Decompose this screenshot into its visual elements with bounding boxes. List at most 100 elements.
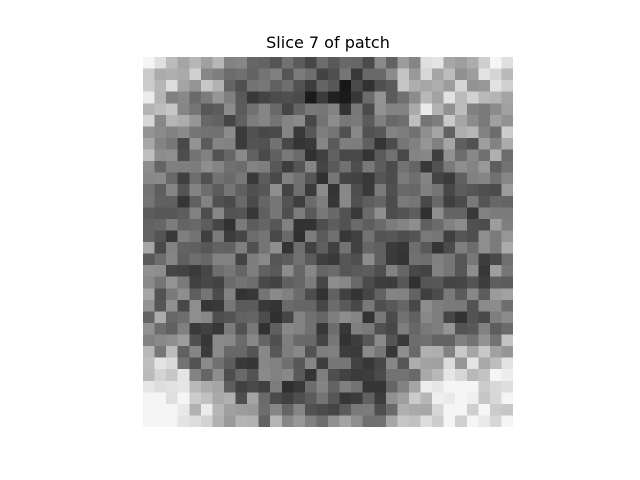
patch-pixel bbox=[432, 322, 444, 335]
patch-pixel bbox=[247, 149, 259, 162]
patch-pixel bbox=[293, 184, 306, 196]
patch-pixel bbox=[154, 357, 167, 370]
patch-pixel bbox=[385, 299, 398, 312]
patch-pixel bbox=[189, 380, 202, 393]
patch-pixel bbox=[166, 149, 178, 162]
patch-pixel bbox=[223, 334, 236, 347]
patch-pixel bbox=[339, 403, 352, 416]
patch-pixel bbox=[501, 311, 513, 324]
patch-pixel bbox=[443, 80, 456, 92]
patch-pixel bbox=[316, 242, 329, 254]
patch-pixel bbox=[420, 357, 433, 370]
patch-pixel bbox=[351, 276, 363, 289]
patch-pixel bbox=[351, 126, 363, 139]
patch-pixel bbox=[466, 103, 479, 116]
patch-pixel bbox=[443, 126, 456, 139]
patch-pixel bbox=[501, 218, 513, 231]
patch-pixel bbox=[466, 369, 479, 381]
patch-pixel bbox=[489, 346, 502, 358]
patch-pixel bbox=[293, 207, 306, 220]
patch-pixel bbox=[212, 415, 225, 427]
patch-image bbox=[143, 57, 513, 427]
patch-pixel bbox=[385, 126, 398, 139]
patch-pixel bbox=[177, 403, 190, 416]
patch-pixel bbox=[351, 172, 363, 185]
patch-pixel bbox=[501, 103, 513, 116]
patch-pixel bbox=[408, 149, 421, 162]
patch-pixel bbox=[154, 276, 167, 289]
patch-pixel bbox=[166, 357, 178, 370]
patch-pixel bbox=[316, 149, 329, 162]
patch-pixel bbox=[293, 253, 306, 266]
patch-pixel bbox=[501, 265, 513, 277]
patch-pixel bbox=[455, 126, 467, 139]
patch-pixel bbox=[223, 91, 236, 104]
patch-pixel bbox=[478, 357, 491, 370]
patch-pixel bbox=[489, 403, 502, 416]
patch-pixel bbox=[501, 253, 513, 266]
patch-pixel bbox=[223, 392, 236, 405]
patch-pixel bbox=[501, 322, 513, 335]
patch-pixel bbox=[443, 114, 456, 127]
patch-pixel bbox=[270, 265, 282, 277]
patch-pixel bbox=[432, 253, 444, 266]
patch-pixel bbox=[466, 265, 479, 277]
patch-pixel bbox=[316, 114, 329, 127]
patch-pixel bbox=[432, 299, 444, 312]
patch-pixel bbox=[397, 334, 410, 347]
patch-pixel bbox=[316, 195, 329, 208]
patch-pixel bbox=[212, 126, 225, 139]
patch-pixel bbox=[455, 288, 467, 301]
patch-pixel bbox=[281, 392, 294, 405]
patch-pixel bbox=[351, 380, 363, 393]
patch-pixel bbox=[270, 195, 282, 208]
patch-pixel bbox=[177, 276, 190, 289]
patch-pixel bbox=[166, 137, 178, 150]
patch-pixel bbox=[432, 57, 444, 69]
patch-pixel bbox=[270, 80, 282, 92]
patch-pixel bbox=[489, 299, 502, 312]
patch-pixel bbox=[143, 184, 155, 196]
patch-pixel bbox=[177, 242, 190, 254]
patch-pixel bbox=[351, 415, 363, 427]
patch-pixel bbox=[247, 299, 259, 312]
patch-pixel bbox=[455, 392, 467, 405]
patch-pixel bbox=[501, 346, 513, 358]
patch-pixel bbox=[166, 184, 178, 196]
patch-pixel bbox=[270, 161, 282, 173]
patch-pixel bbox=[154, 346, 167, 358]
patch-pixel bbox=[258, 57, 271, 69]
patch-pixel bbox=[501, 380, 513, 393]
patch-pixel bbox=[235, 126, 248, 139]
patch-pixel bbox=[420, 57, 433, 69]
patch-pixel bbox=[362, 380, 375, 393]
patch-pixel bbox=[362, 91, 375, 104]
patch-pixel bbox=[478, 288, 491, 301]
patch-pixel bbox=[432, 392, 444, 405]
patch-pixel bbox=[489, 207, 502, 220]
patch-pixel bbox=[466, 57, 479, 69]
patch-pixel bbox=[223, 149, 236, 162]
patch-pixel bbox=[339, 126, 352, 139]
patch-pixel bbox=[200, 288, 213, 301]
patch-pixel bbox=[154, 380, 167, 393]
patch-pixel bbox=[316, 380, 329, 393]
patch-pixel bbox=[281, 218, 294, 231]
patch-pixel bbox=[189, 91, 202, 104]
patch-pixel bbox=[408, 357, 421, 370]
patch-pixel bbox=[432, 137, 444, 150]
patch-pixel bbox=[258, 218, 271, 231]
patch-pixel bbox=[293, 218, 306, 231]
patch-pixel bbox=[177, 80, 190, 92]
patch-pixel bbox=[478, 403, 491, 416]
patch-pixel bbox=[328, 137, 340, 150]
patch-pixel bbox=[455, 230, 467, 243]
patch-pixel bbox=[189, 334, 202, 347]
patch-pixel bbox=[455, 311, 467, 324]
patch-pixel bbox=[385, 242, 398, 254]
patch-pixel bbox=[189, 114, 202, 127]
patch-pixel bbox=[328, 357, 340, 370]
patch-pixel bbox=[374, 68, 387, 81]
patch-pixel bbox=[270, 207, 282, 220]
patch-pixel bbox=[432, 114, 444, 127]
